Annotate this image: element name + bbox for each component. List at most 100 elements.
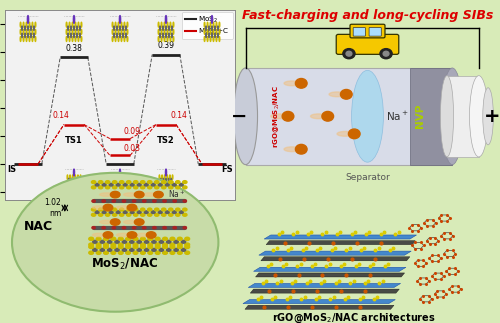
Circle shape: [98, 208, 103, 211]
Circle shape: [35, 36, 36, 41]
Circle shape: [115, 240, 119, 243]
Circle shape: [154, 208, 159, 211]
Circle shape: [162, 213, 166, 216]
Ellipse shape: [116, 206, 131, 209]
Circle shape: [106, 208, 110, 211]
Circle shape: [168, 33, 170, 37]
Circle shape: [154, 191, 163, 198]
Circle shape: [144, 211, 148, 214]
FancyBboxPatch shape: [369, 27, 382, 36]
Circle shape: [118, 245, 123, 249]
Circle shape: [348, 129, 360, 139]
Circle shape: [213, 22, 214, 27]
Circle shape: [167, 22, 168, 27]
FancyBboxPatch shape: [353, 27, 366, 36]
Circle shape: [112, 181, 117, 183]
Circle shape: [144, 248, 148, 251]
Circle shape: [170, 237, 175, 240]
Circle shape: [92, 227, 96, 229]
Text: Na$^+$: Na$^+$: [386, 110, 409, 123]
Circle shape: [207, 22, 208, 27]
Circle shape: [103, 204, 113, 211]
Circle shape: [152, 211, 155, 214]
Circle shape: [180, 211, 183, 214]
Circle shape: [29, 36, 30, 41]
Circle shape: [173, 200, 176, 202]
Circle shape: [126, 181, 127, 185]
Circle shape: [92, 200, 96, 202]
Circle shape: [111, 245, 116, 249]
Circle shape: [75, 175, 76, 179]
Circle shape: [216, 36, 217, 41]
Circle shape: [208, 26, 210, 30]
Text: Separator: Separator: [345, 173, 390, 182]
Circle shape: [120, 208, 124, 211]
Ellipse shape: [124, 220, 138, 224]
Circle shape: [127, 29, 128, 34]
Circle shape: [174, 248, 178, 251]
Circle shape: [125, 185, 126, 189]
Circle shape: [24, 33, 25, 37]
Circle shape: [102, 183, 106, 186]
Circle shape: [152, 227, 156, 229]
Circle shape: [130, 211, 134, 214]
Circle shape: [162, 26, 164, 30]
Circle shape: [173, 22, 174, 27]
Circle shape: [122, 33, 124, 37]
Circle shape: [20, 22, 21, 27]
Circle shape: [110, 219, 120, 225]
Circle shape: [106, 186, 110, 189]
Text: NAC: NAC: [24, 220, 53, 233]
Circle shape: [156, 243, 160, 246]
Ellipse shape: [440, 76, 454, 157]
Circle shape: [170, 251, 175, 255]
Circle shape: [163, 185, 164, 189]
Circle shape: [30, 33, 32, 37]
Circle shape: [168, 181, 173, 183]
Circle shape: [204, 36, 205, 41]
Circle shape: [208, 33, 210, 37]
Circle shape: [176, 208, 180, 211]
Polygon shape: [256, 273, 404, 277]
Circle shape: [20, 36, 21, 41]
Circle shape: [214, 26, 216, 30]
Circle shape: [71, 185, 72, 189]
Circle shape: [126, 237, 130, 240]
Circle shape: [121, 22, 122, 27]
Circle shape: [106, 213, 110, 216]
Polygon shape: [250, 289, 400, 293]
Circle shape: [164, 175, 165, 179]
Circle shape: [132, 200, 136, 202]
Circle shape: [68, 178, 69, 182]
Circle shape: [168, 213, 173, 216]
Circle shape: [137, 248, 141, 251]
Circle shape: [26, 36, 27, 41]
Circle shape: [134, 208, 138, 211]
Circle shape: [23, 29, 24, 34]
Circle shape: [109, 211, 113, 214]
Circle shape: [76, 185, 77, 189]
Circle shape: [296, 78, 307, 88]
Ellipse shape: [310, 114, 326, 119]
Circle shape: [20, 29, 21, 34]
Circle shape: [124, 36, 125, 41]
Circle shape: [140, 213, 145, 216]
Circle shape: [125, 178, 126, 182]
Text: 1.02
nm: 1.02 nm: [44, 198, 61, 218]
Circle shape: [148, 237, 152, 240]
Circle shape: [127, 22, 128, 27]
Circle shape: [210, 22, 211, 27]
Circle shape: [111, 251, 116, 255]
Circle shape: [176, 186, 180, 189]
Circle shape: [126, 213, 131, 216]
Circle shape: [158, 211, 162, 214]
Text: FS: FS: [221, 165, 232, 174]
Circle shape: [183, 227, 186, 229]
Circle shape: [167, 175, 168, 179]
Circle shape: [109, 183, 113, 186]
Circle shape: [24, 26, 25, 30]
Circle shape: [76, 33, 78, 37]
Circle shape: [120, 186, 124, 189]
Ellipse shape: [92, 233, 107, 237]
Circle shape: [70, 26, 72, 30]
